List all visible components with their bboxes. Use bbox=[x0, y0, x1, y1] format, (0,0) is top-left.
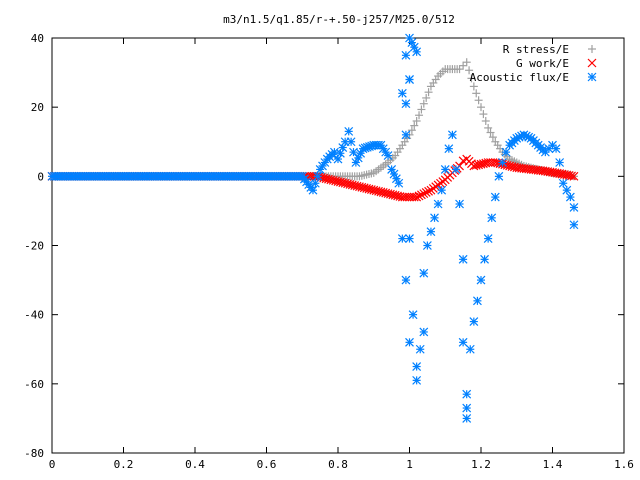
data-point bbox=[438, 186, 446, 194]
data-point bbox=[402, 100, 410, 108]
data-point bbox=[345, 127, 353, 135]
data-point bbox=[498, 159, 506, 167]
data-point bbox=[349, 148, 357, 156]
x-tick-label: 0.4 bbox=[185, 458, 205, 471]
data-point bbox=[420, 269, 428, 277]
data-point bbox=[427, 228, 435, 236]
data-point bbox=[314, 172, 322, 180]
data-point bbox=[409, 311, 417, 319]
y-tick-label: -20 bbox=[24, 240, 44, 253]
data-point bbox=[459, 338, 467, 346]
data-point bbox=[413, 363, 421, 371]
data-point bbox=[473, 297, 481, 305]
plot-frame bbox=[52, 38, 624, 453]
data-point bbox=[452, 165, 460, 173]
data-point bbox=[495, 172, 503, 180]
axis-ticks: 0 0.2 0.4 0.6 0.8 1 1.2 1.4 1.6 40 20 0 -20 -40 -60 -80 bbox=[24, 32, 634, 471]
data-point bbox=[477, 276, 485, 284]
x-tick-label: 0.6 bbox=[257, 458, 277, 471]
data-point bbox=[398, 235, 406, 243]
legend-label: Acoustic flux/E bbox=[470, 71, 569, 84]
data-point bbox=[570, 221, 578, 229]
y-tick-label: -40 bbox=[24, 309, 44, 322]
data-point bbox=[406, 338, 414, 346]
data-point bbox=[479, 110, 487, 118]
data-point bbox=[470, 318, 478, 326]
x-tick-label: 1.2 bbox=[471, 458, 491, 471]
x-tick-label: 0 bbox=[49, 458, 56, 471]
data-point bbox=[420, 328, 428, 336]
data-point bbox=[570, 203, 578, 211]
data-point bbox=[552, 145, 560, 153]
chart-title: m3/n1.5/q1.85/r-+.50-j257/M25.0/512 bbox=[223, 13, 455, 26]
y-tick-label: 40 bbox=[31, 32, 44, 45]
data-point bbox=[431, 214, 439, 222]
legend-label: R stress/E bbox=[503, 43, 569, 56]
series-acoustic-flux-e bbox=[48, 34, 578, 422]
data-point bbox=[463, 414, 471, 422]
data-point bbox=[475, 96, 483, 104]
series-layer bbox=[48, 34, 578, 422]
data-point bbox=[395, 179, 403, 187]
data-point bbox=[472, 89, 480, 97]
data-point bbox=[402, 51, 410, 59]
data-point bbox=[556, 159, 564, 167]
y-tick-label: 20 bbox=[31, 101, 44, 114]
data-point bbox=[566, 193, 574, 201]
data-point bbox=[402, 276, 410, 284]
legend-marker bbox=[588, 45, 596, 53]
data-point bbox=[445, 145, 453, 153]
data-point bbox=[481, 255, 489, 263]
data-point bbox=[406, 76, 414, 84]
data-point bbox=[413, 376, 421, 384]
data-point bbox=[347, 138, 355, 146]
data-point bbox=[384, 152, 392, 160]
legend-marker bbox=[588, 73, 596, 81]
x-tick-label: 0.2 bbox=[114, 458, 134, 471]
data-point bbox=[309, 186, 317, 194]
data-point bbox=[482, 117, 490, 125]
x-tick-label: 1.4 bbox=[543, 458, 563, 471]
y-tick-label: -60 bbox=[24, 378, 44, 391]
data-point bbox=[398, 89, 406, 97]
data-point bbox=[459, 62, 467, 70]
data-point bbox=[416, 345, 424, 353]
legend-marker bbox=[588, 59, 596, 67]
data-point bbox=[456, 200, 464, 208]
data-point bbox=[491, 193, 499, 201]
data-point bbox=[413, 48, 421, 56]
x-tick-label: 1.6 bbox=[614, 458, 634, 471]
y-tick-label: 0 bbox=[37, 170, 44, 183]
data-point bbox=[423, 242, 431, 250]
data-point bbox=[459, 255, 467, 263]
data-point bbox=[488, 214, 496, 222]
x-tick-label: 1 bbox=[406, 458, 413, 471]
data-point bbox=[402, 131, 410, 139]
chart: m3/n1.5/q1.85/r-+.50-j257/M25.0/512 0 0.2… bbox=[0, 0, 640, 480]
data-point bbox=[311, 179, 319, 187]
data-point bbox=[463, 390, 471, 398]
data-point bbox=[441, 165, 449, 173]
data-point bbox=[448, 131, 456, 139]
data-point bbox=[434, 200, 442, 208]
data-point bbox=[477, 103, 485, 111]
data-point bbox=[466, 345, 474, 353]
data-point bbox=[463, 404, 471, 412]
data-point bbox=[463, 58, 471, 66]
y-tick-label: -80 bbox=[24, 447, 44, 460]
data-point bbox=[484, 235, 492, 243]
legend-label: G work/E bbox=[516, 57, 569, 70]
data-point bbox=[406, 235, 414, 243]
x-tick-label: 0.8 bbox=[328, 458, 348, 471]
